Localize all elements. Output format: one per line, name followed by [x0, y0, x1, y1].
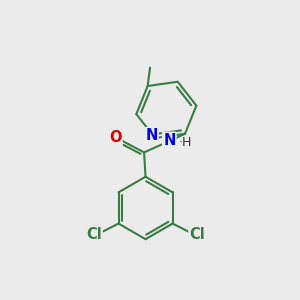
Text: Cl: Cl [86, 227, 102, 242]
Text: O: O [109, 130, 122, 145]
Text: Cl: Cl [189, 227, 205, 242]
Text: N: N [163, 133, 176, 148]
Text: ·H: ·H [179, 136, 192, 149]
Text: N: N [145, 128, 158, 143]
